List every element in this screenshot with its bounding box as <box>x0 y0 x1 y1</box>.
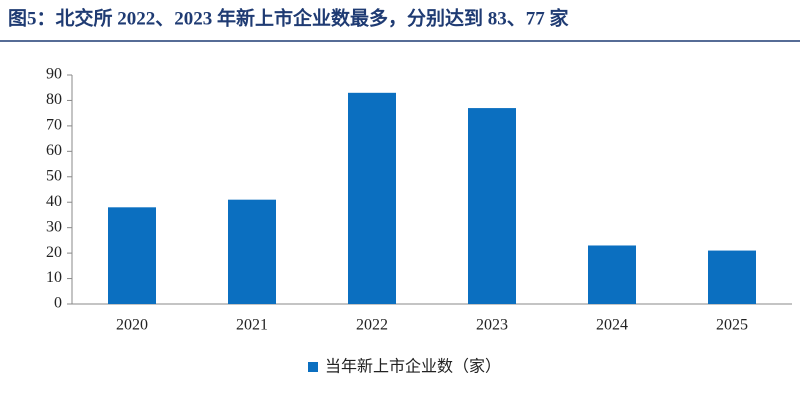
x-tick-label: 2020 <box>116 317 148 334</box>
legend-swatch <box>308 362 318 372</box>
x-tick-label: 2021 <box>236 317 268 334</box>
bar <box>228 199 276 304</box>
y-tick-label: 20 <box>46 244 62 261</box>
bar <box>588 245 636 304</box>
x-tick-label: 2022 <box>356 317 388 334</box>
x-tick-label: 2023 <box>476 317 508 334</box>
y-tick-label: 0 <box>54 295 62 312</box>
bar <box>468 108 516 304</box>
y-tick-label: 40 <box>46 193 62 210</box>
x-tick-label: 2024 <box>596 317 628 334</box>
chart-title: 图5：北交所 2022、2023 年新上市企业数最多，分别达到 83、77 家 <box>8 6 570 29</box>
bar <box>708 250 756 304</box>
y-tick-label: 50 <box>46 167 62 184</box>
y-tick-label: 60 <box>46 142 62 159</box>
y-tick-label: 90 <box>46 66 62 83</box>
y-tick-label: 30 <box>46 218 62 235</box>
y-tick-label: 70 <box>46 117 62 134</box>
y-tick-label: 80 <box>46 91 62 108</box>
legend-label: 当年新上市企业数（家） <box>325 358 501 376</box>
bar <box>348 92 396 304</box>
y-tick-label: 10 <box>46 269 62 286</box>
x-tick-label: 2025 <box>716 317 748 334</box>
bar <box>108 207 156 304</box>
